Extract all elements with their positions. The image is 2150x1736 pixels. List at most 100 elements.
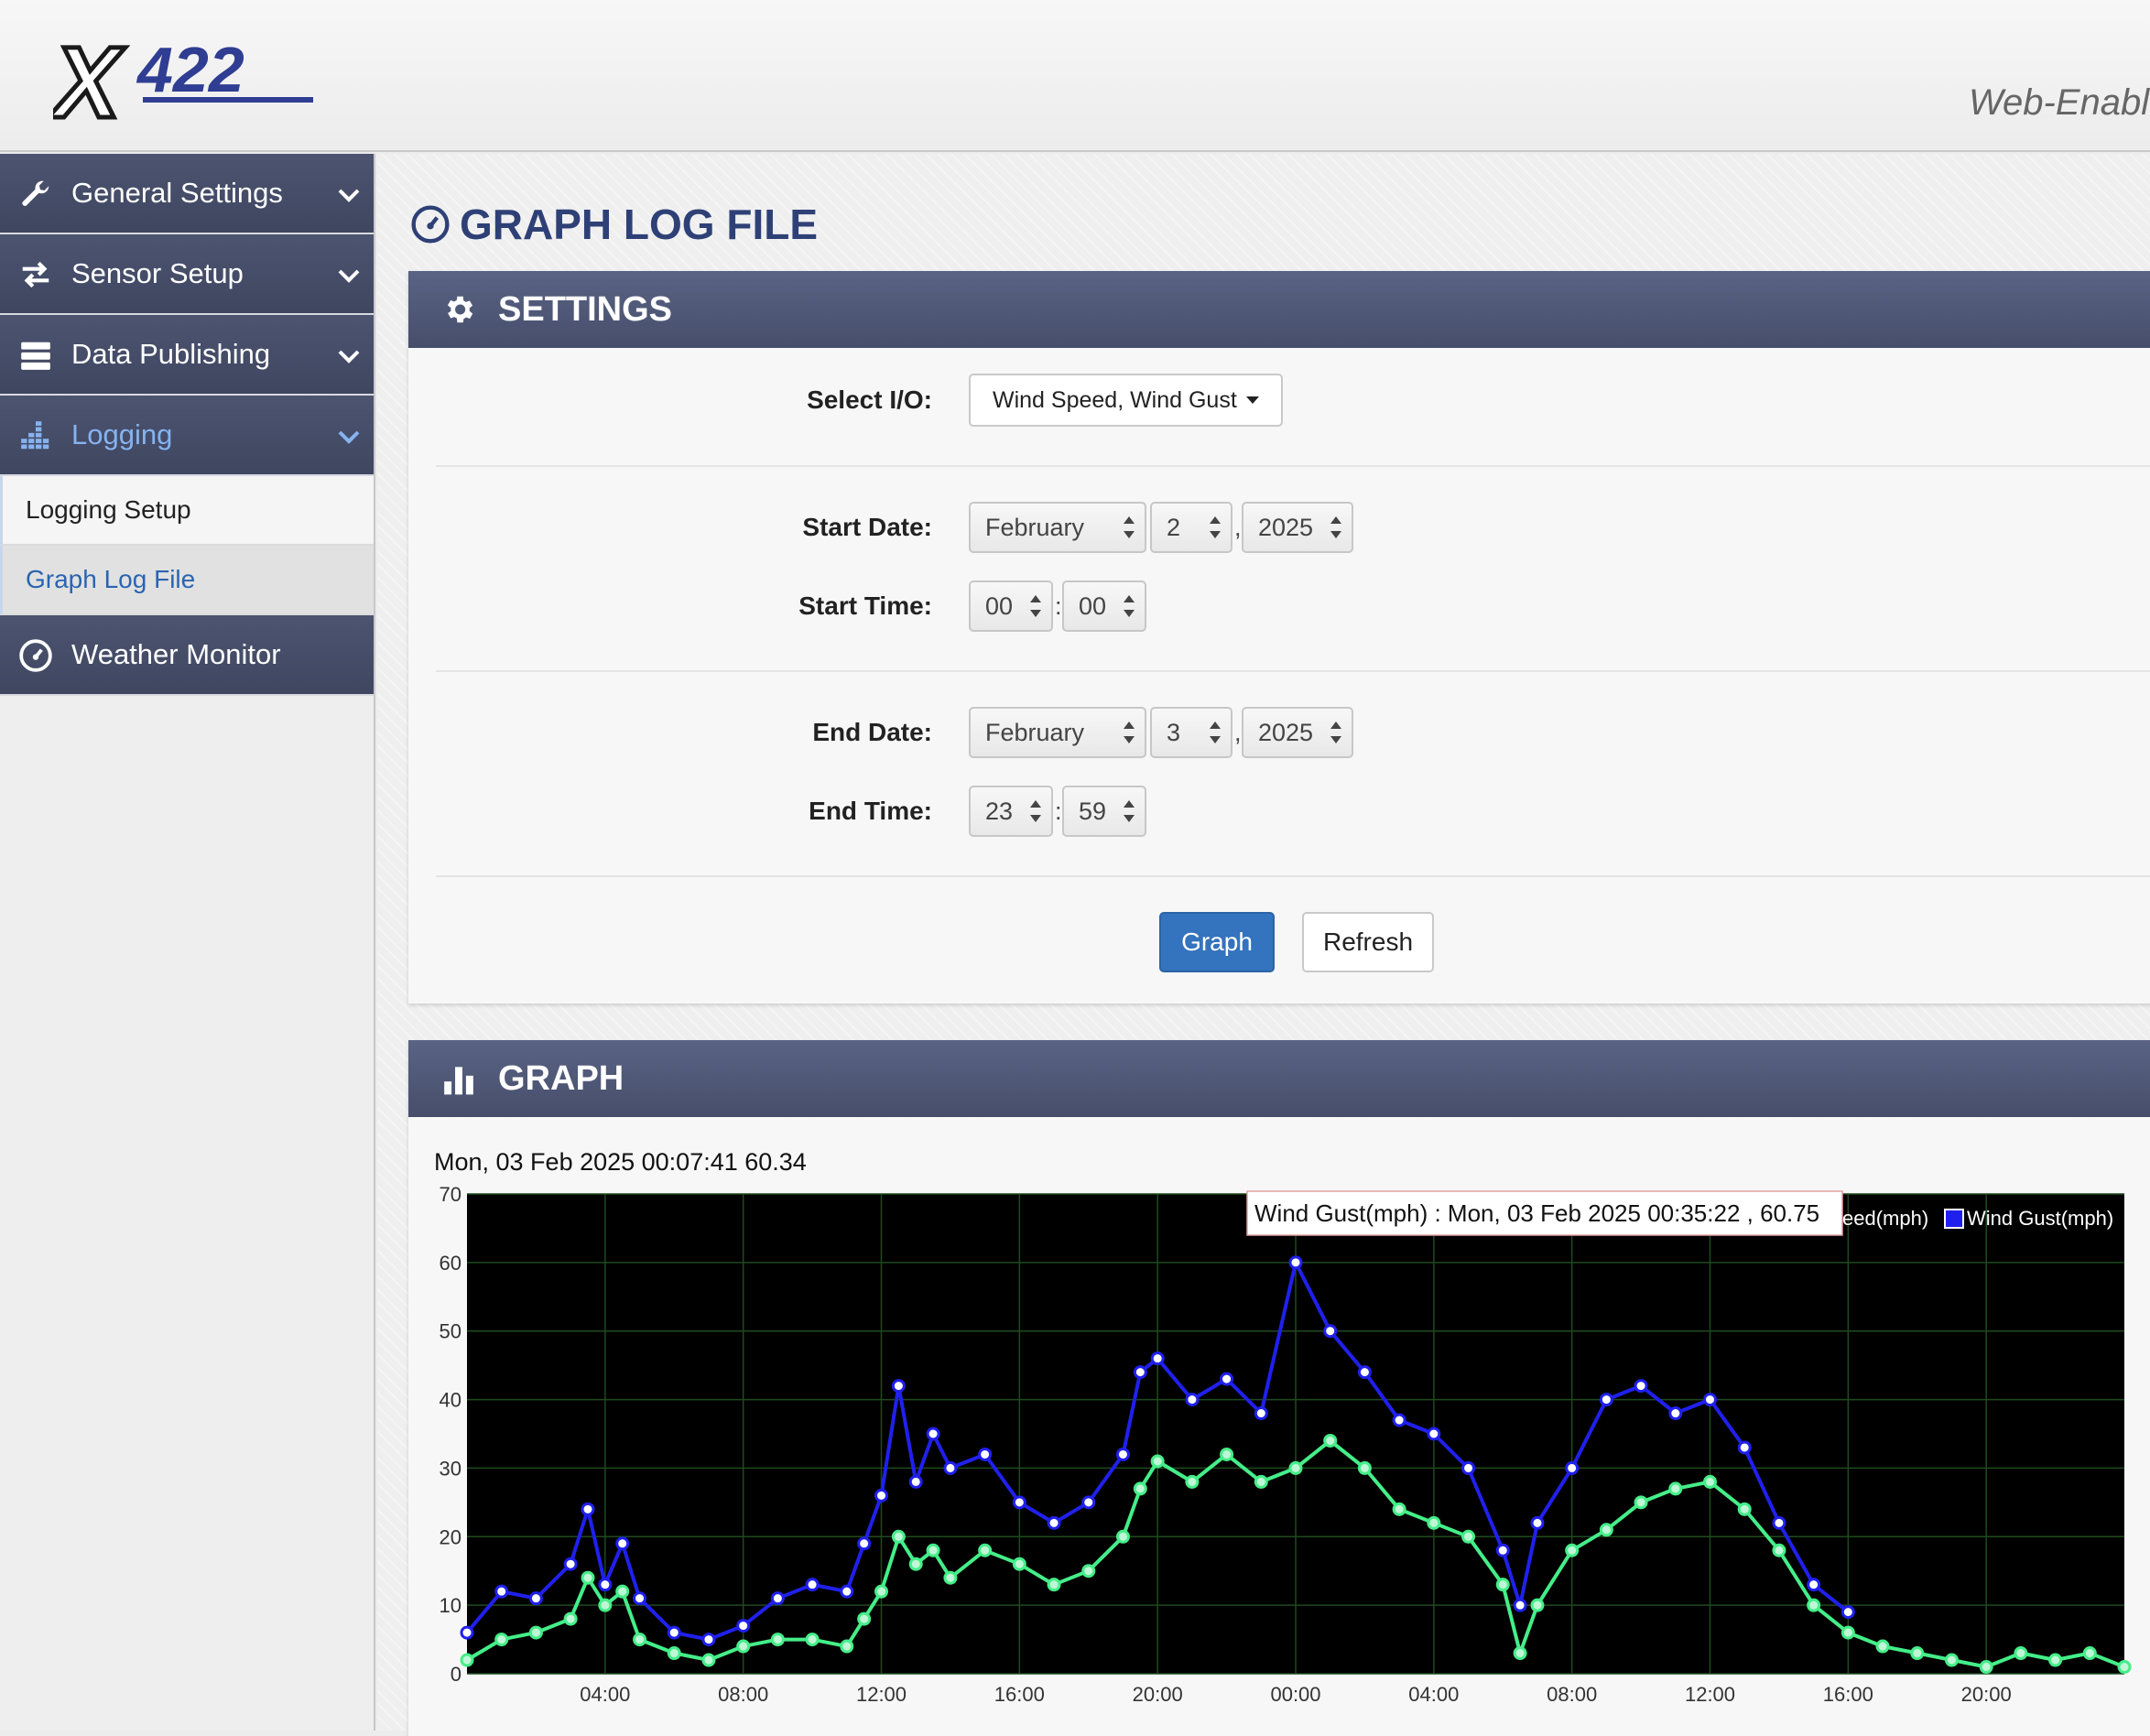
wind-gust-mph-point[interactable] xyxy=(1634,1379,1648,1394)
wind-gust-mph-point[interactable] xyxy=(1392,1413,1406,1427)
wind-speed-mph-point[interactable] xyxy=(1047,1578,1061,1592)
wind-gust-mph-point[interactable] xyxy=(1047,1515,1061,1530)
wind-gust-mph-point[interactable] xyxy=(1703,1393,1717,1407)
wind-speed-mph-point[interactable] xyxy=(1012,1557,1026,1571)
wind-speed-mph-point[interactable] xyxy=(736,1639,751,1654)
end-year-select[interactable]: 2025 xyxy=(1242,707,1353,758)
wind-gust-mph-point[interactable] xyxy=(1150,1351,1165,1366)
wind-gust-mph-point[interactable] xyxy=(770,1591,785,1606)
sidebar-subitem-logging-setup[interactable]: Logging Setup xyxy=(0,476,374,546)
wind-gust-mph-point[interactable] xyxy=(1461,1460,1476,1475)
wind-gust-mph-point[interactable] xyxy=(1323,1324,1338,1339)
sidebar-item-general-settings[interactable]: General Settings xyxy=(0,154,374,234)
wind-speed-mph-point[interactable] xyxy=(1599,1523,1613,1537)
wind-speed-mph-point[interactable] xyxy=(926,1543,940,1557)
wind-gust-mph-point[interactable] xyxy=(1565,1460,1580,1475)
wind-gust-mph-point[interactable] xyxy=(1599,1393,1613,1407)
wind-speed-mph-point[interactable] xyxy=(1288,1460,1303,1475)
wind-gust-mph-point[interactable] xyxy=(563,1557,578,1571)
end-minute-select[interactable]: 59 xyxy=(1062,786,1146,837)
wind-speed-mph-point[interactable] xyxy=(2117,1660,2132,1675)
wind-speed-mph-point[interactable] xyxy=(1944,1653,1959,1667)
wind-speed-mph-point[interactable] xyxy=(1668,1481,1683,1496)
end-day-select[interactable]: 3 xyxy=(1150,707,1232,758)
wind-speed-mph-point[interactable] xyxy=(1185,1474,1200,1489)
wind-gust-mph-point[interactable] xyxy=(1841,1605,1855,1620)
wind-speed-mph-point[interactable] xyxy=(2048,1653,2063,1667)
wind-gust-mph-point[interactable] xyxy=(1737,1440,1752,1455)
wind-speed-mph-point[interactable] xyxy=(943,1570,958,1585)
wind-gust-mph-point[interactable] xyxy=(1081,1495,1096,1510)
wind-gust-mph-point[interactable] xyxy=(1772,1515,1786,1530)
start-hour-select[interactable]: 00 xyxy=(969,580,1053,632)
start-day-select[interactable]: 2 xyxy=(1150,502,1232,553)
wind-gust-mph-point[interactable] xyxy=(1220,1372,1234,1386)
wind-speed-mph-point[interactable] xyxy=(460,1653,474,1667)
sidebar-item-data-publishing[interactable]: Data Publishing xyxy=(0,315,374,396)
wind-gust-mph-point[interactable] xyxy=(460,1625,474,1640)
sidebar-item-logging[interactable]: Logging xyxy=(0,396,374,476)
start-year-select[interactable]: 2025 xyxy=(1242,502,1353,553)
wind-speed-mph-point[interactable] xyxy=(581,1570,595,1585)
wind-speed-mph-point[interactable] xyxy=(1133,1481,1147,1496)
wind-speed-mph-point[interactable] xyxy=(1323,1433,1338,1448)
wind-gust-mph-point[interactable] xyxy=(1133,1365,1147,1380)
wind-gust-mph-point[interactable] xyxy=(667,1625,681,1640)
wind-speed-mph-point[interactable] xyxy=(1530,1598,1545,1612)
wind-speed-mph-point[interactable] xyxy=(1841,1625,1855,1640)
wind-gust-mph-point[interactable] xyxy=(701,1633,716,1647)
wind-speed-mph-point[interactable] xyxy=(1875,1639,1890,1654)
graph-button[interactable]: Graph xyxy=(1159,912,1275,972)
wind-gust-mph-point[interactable] xyxy=(926,1427,940,1441)
wind-speed-mph-point[interactable] xyxy=(1910,1646,1925,1661)
wind-gust-mph-point[interactable] xyxy=(494,1584,509,1599)
wind-gust-mph-point[interactable] xyxy=(1530,1515,1545,1530)
wind-gust-mph-point[interactable] xyxy=(840,1584,854,1599)
wind-speed-mph-point[interactable] xyxy=(1807,1598,1821,1612)
wind-speed-mph-point[interactable] xyxy=(1513,1646,1527,1661)
wind-gust-mph-point[interactable] xyxy=(1288,1255,1303,1270)
wind-speed-mph-point[interactable] xyxy=(701,1653,716,1667)
wind-speed-mph-point[interactable] xyxy=(528,1625,543,1640)
wind-speed-mph-point[interactable] xyxy=(770,1633,785,1647)
wind-gust-mph-point[interactable] xyxy=(1427,1427,1441,1441)
wind-gust-mph-point[interactable] xyxy=(874,1488,888,1503)
wind-gust-mph-point[interactable] xyxy=(633,1591,647,1606)
wind-gust-mph-point[interactable] xyxy=(598,1578,613,1592)
refresh-button[interactable]: Refresh xyxy=(1302,912,1434,972)
sidebar-item-sensor-setup[interactable]: Sensor Setup xyxy=(0,234,374,315)
wind-gust-mph-point[interactable] xyxy=(528,1591,543,1606)
wind-gust-mph-point[interactable] xyxy=(1513,1598,1527,1612)
sidebar-item-weather-monitor[interactable]: Weather Monitor xyxy=(0,615,374,696)
start-minute-select[interactable]: 00 xyxy=(1062,580,1146,632)
wind-speed-mph-point[interactable] xyxy=(1392,1502,1406,1516)
wind-speed-mph-point[interactable] xyxy=(563,1611,578,1626)
wind-gust-mph-point[interactable] xyxy=(1012,1495,1026,1510)
wind-speed-mph-point[interactable] xyxy=(615,1584,630,1599)
wind-speed-mph-point[interactable] xyxy=(598,1598,613,1612)
wind-speed-mph-point[interactable] xyxy=(667,1646,681,1661)
wind-speed-mph-point[interactable] xyxy=(1772,1543,1786,1557)
wind-speed-mph-point[interactable] xyxy=(1115,1529,1130,1544)
wind-speed-mph-point[interactable] xyxy=(1634,1495,1648,1510)
wind-speed-mph-point[interactable] xyxy=(857,1611,872,1626)
wind-speed-mph-point[interactable] xyxy=(874,1584,888,1599)
wind-speed-mph-point[interactable] xyxy=(1565,1543,1580,1557)
wind-gust-mph-point[interactable] xyxy=(1357,1365,1372,1380)
wind-gust-mph-point[interactable] xyxy=(857,1536,872,1551)
wind-speed-mph-point[interactable] xyxy=(1357,1460,1372,1475)
end-month-select[interactable]: February xyxy=(969,707,1146,758)
end-hour-select[interactable]: 23 xyxy=(969,786,1053,837)
wind-speed-mph-point[interactable] xyxy=(2014,1646,2028,1661)
wind-gust-mph-point[interactable] xyxy=(943,1460,958,1475)
wind-gust-mph-point[interactable] xyxy=(1668,1406,1683,1421)
wind-speed-mph-point[interactable] xyxy=(633,1633,647,1647)
wind-speed-mph-point[interactable] xyxy=(1150,1454,1165,1469)
wind-gust-mph-point[interactable] xyxy=(908,1474,923,1489)
wind-gust-mph-point[interactable] xyxy=(1495,1543,1510,1557)
wind-speed-mph-point[interactable] xyxy=(891,1529,906,1544)
wind-speed-mph-point[interactable] xyxy=(1703,1474,1717,1489)
wind-gust-mph-point[interactable] xyxy=(805,1578,820,1592)
wind-speed-mph-point[interactable] xyxy=(908,1557,923,1571)
wind-speed-mph-point[interactable] xyxy=(1220,1447,1234,1461)
